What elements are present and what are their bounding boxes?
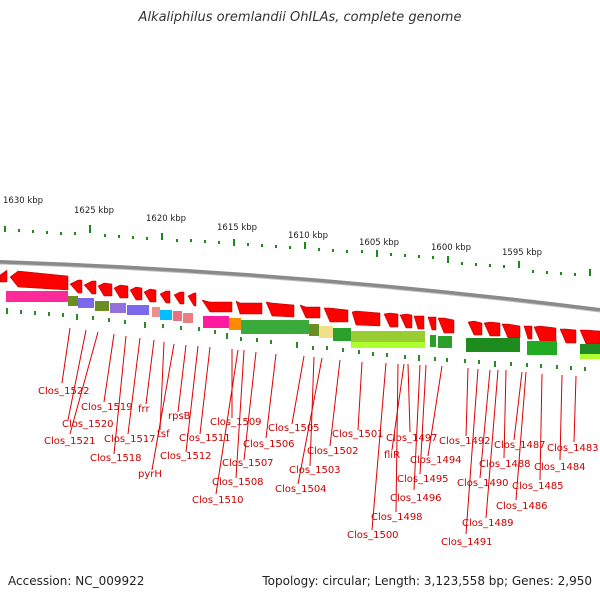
gene-label: Clos_1501: [332, 429, 384, 440]
scale-ticks: [4, 225, 591, 276]
accession-label: Accession: NC_009922: [8, 574, 145, 588]
gene-label: Clos_1495: [397, 474, 449, 485]
gene-label: rpsB: [168, 411, 191, 422]
gene-label: Clos_1509: [210, 417, 262, 428]
gene-label: Clos_1485: [512, 481, 564, 492]
scale-label: 1600 kbp: [431, 243, 471, 253]
scale-label: 1620 kbp: [146, 214, 186, 224]
gene-label: Clos_1497: [386, 433, 438, 444]
gene-label: Clos_1508: [212, 477, 264, 488]
gene-label: Clos_1521: [44, 436, 96, 447]
gene-label: Clos_1492: [439, 436, 491, 447]
scale-label: 1605 kbp: [359, 238, 399, 248]
gene-label: Clos_1502: [307, 446, 359, 457]
gene-label: Clos_1506: [243, 439, 295, 450]
scale-label: 1615 kbp: [217, 223, 257, 233]
gene-label: Clos_1507: [222, 458, 274, 469]
gene-label: Clos_1486: [496, 501, 548, 512]
scale-label: 1595 kbp: [502, 248, 542, 258]
gene-label: tsf: [157, 429, 170, 440]
gene-label: Clos_1504: [275, 484, 327, 495]
gene-label: frr: [138, 404, 150, 415]
gene-label: Clos_1510: [192, 495, 244, 506]
genome-backbone: [0, 260, 600, 312]
gene-label: Clos_1496: [390, 493, 442, 504]
gene-label: Clos_1517: [104, 434, 156, 445]
orf-marks: [6, 308, 586, 371]
gene-label: Clos_1503: [289, 465, 341, 476]
gene-label: Clos_1489: [462, 518, 514, 529]
gene-label: Clos_1488: [479, 459, 531, 470]
gene-label: Clos_1520: [62, 419, 114, 430]
gene-label: Clos_1490: [457, 478, 509, 489]
genome-summary: Topology: circular; Length: 3,123,558 bp…: [262, 574, 592, 588]
gene-label: Clos_1500: [347, 530, 399, 541]
gene-label: Clos_1505: [268, 423, 320, 434]
annotation-track: [6, 291, 600, 359]
scale-label: 1630 kbp: [3, 196, 43, 206]
gene-label: Clos_1518: [90, 453, 142, 464]
gene-label: fliR: [384, 450, 400, 461]
gene-label: Clos_1494: [410, 455, 462, 466]
gene-label: Clos_1484: [534, 462, 586, 473]
gene-label: Clos_1487: [494, 440, 546, 451]
gene-label: pyrH: [138, 469, 162, 480]
gene-label: Clos_1491: [441, 537, 493, 548]
gene-arrows: [0, 269, 600, 345]
scale-label: 1610 kbp: [288, 231, 328, 241]
gene-label: Clos_1519: [81, 402, 133, 413]
gene-label: Clos_1511: [179, 433, 231, 444]
genome-title: Alkaliphilus oremlandii OhILAs, complete…: [138, 10, 462, 25]
leader-lines: [61, 327, 577, 535]
scale-label: 1625 kbp: [74, 206, 114, 216]
gene-label: Clos_1512: [160, 451, 212, 462]
gene-label: Clos_1483: [547, 443, 599, 454]
gene-label: Clos_1522: [38, 386, 90, 397]
gene-label: Clos_1498: [371, 512, 423, 523]
